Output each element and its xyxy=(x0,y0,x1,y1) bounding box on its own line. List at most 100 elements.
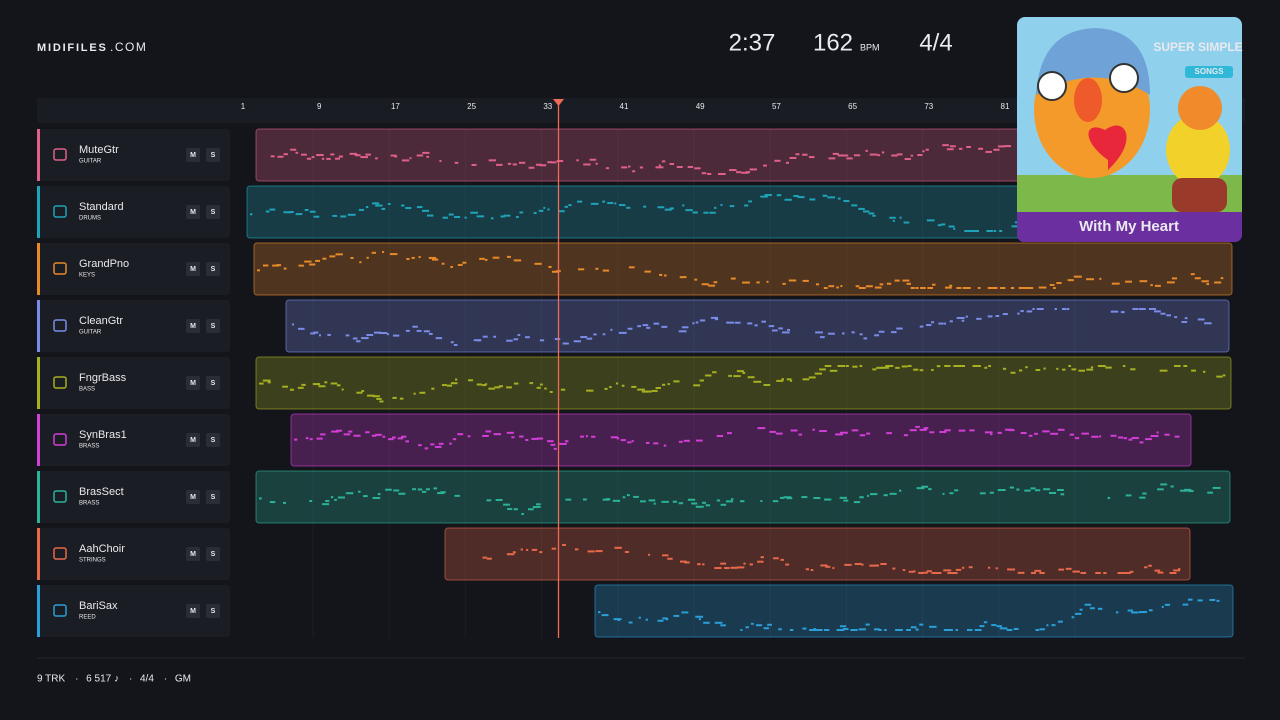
note xyxy=(1174,435,1180,438)
note xyxy=(787,328,790,331)
mute-button[interactable] xyxy=(186,205,200,219)
note xyxy=(972,365,981,367)
solo-button[interactable] xyxy=(206,262,220,276)
solo-button[interactable] xyxy=(206,319,220,333)
note xyxy=(322,257,327,260)
mute-button[interactable] xyxy=(186,490,200,504)
note xyxy=(695,321,699,324)
note xyxy=(891,154,898,157)
note xyxy=(513,382,519,385)
note xyxy=(854,562,862,565)
note xyxy=(966,287,971,289)
solo-button[interactable] xyxy=(206,205,220,219)
note xyxy=(536,386,541,389)
note xyxy=(1078,369,1085,372)
note xyxy=(358,490,361,493)
note xyxy=(446,384,453,387)
solo-button[interactable] xyxy=(206,376,220,390)
note xyxy=(387,202,391,205)
solo-button[interactable] xyxy=(206,547,220,561)
mute-button[interactable] xyxy=(186,262,200,276)
note xyxy=(1182,603,1189,606)
track-color-bar xyxy=(37,129,40,181)
mute-button[interactable] xyxy=(186,319,200,333)
note xyxy=(277,155,284,158)
note xyxy=(613,618,622,621)
note xyxy=(874,334,880,337)
note xyxy=(496,163,503,166)
note xyxy=(827,629,830,631)
note xyxy=(874,564,880,567)
mute-button[interactable] xyxy=(186,433,200,447)
note xyxy=(808,156,815,159)
clip xyxy=(255,356,1232,410)
mute-button[interactable] xyxy=(186,547,200,561)
note xyxy=(798,433,803,436)
track-name: FngrBass xyxy=(79,372,127,384)
note xyxy=(771,329,778,332)
solo-button[interactable] xyxy=(206,490,220,504)
track-icon xyxy=(53,433,67,446)
note xyxy=(595,267,599,270)
note xyxy=(781,378,785,381)
note xyxy=(627,441,632,444)
note xyxy=(716,435,724,438)
note xyxy=(1097,365,1106,367)
note xyxy=(519,211,524,214)
note xyxy=(1206,283,1210,286)
note xyxy=(301,383,306,386)
note xyxy=(694,167,701,170)
note xyxy=(1201,280,1209,283)
note xyxy=(1026,287,1034,289)
note xyxy=(1095,572,1101,574)
note xyxy=(283,501,287,504)
note xyxy=(805,568,809,571)
note xyxy=(347,213,356,216)
track-header xyxy=(37,528,230,580)
note xyxy=(846,157,853,160)
note xyxy=(309,263,316,266)
note xyxy=(949,145,956,148)
note xyxy=(858,628,866,631)
note xyxy=(506,339,513,342)
note xyxy=(637,325,642,328)
note xyxy=(250,213,253,216)
note xyxy=(385,488,392,491)
solo-button[interactable] xyxy=(206,148,220,162)
note xyxy=(332,214,338,217)
note xyxy=(1102,365,1105,367)
mute-button[interactable] xyxy=(186,148,200,162)
track-header xyxy=(37,471,230,523)
mute-button[interactable] xyxy=(186,376,200,390)
note xyxy=(1127,609,1133,612)
solo-button[interactable] xyxy=(206,604,220,618)
note xyxy=(902,569,906,572)
note xyxy=(1034,432,1038,435)
note xyxy=(903,221,910,224)
note xyxy=(802,627,807,630)
note xyxy=(949,284,953,287)
note xyxy=(986,230,993,232)
solo-button[interactable] xyxy=(206,433,220,447)
note xyxy=(1004,145,1011,148)
note xyxy=(694,278,698,281)
note xyxy=(955,629,959,631)
note xyxy=(917,154,923,157)
note xyxy=(1038,286,1047,289)
note xyxy=(839,625,847,628)
note xyxy=(642,324,649,327)
note xyxy=(1008,429,1015,432)
note xyxy=(473,339,482,342)
note xyxy=(1007,568,1012,571)
mute-button[interactable] xyxy=(186,604,200,618)
note xyxy=(892,219,895,222)
note xyxy=(418,256,421,259)
note xyxy=(720,203,723,206)
note xyxy=(467,435,471,438)
note xyxy=(1123,437,1128,440)
note xyxy=(626,494,630,497)
note xyxy=(991,624,997,627)
footer-separator: · xyxy=(164,674,167,685)
note xyxy=(325,499,330,502)
note xyxy=(869,493,878,496)
